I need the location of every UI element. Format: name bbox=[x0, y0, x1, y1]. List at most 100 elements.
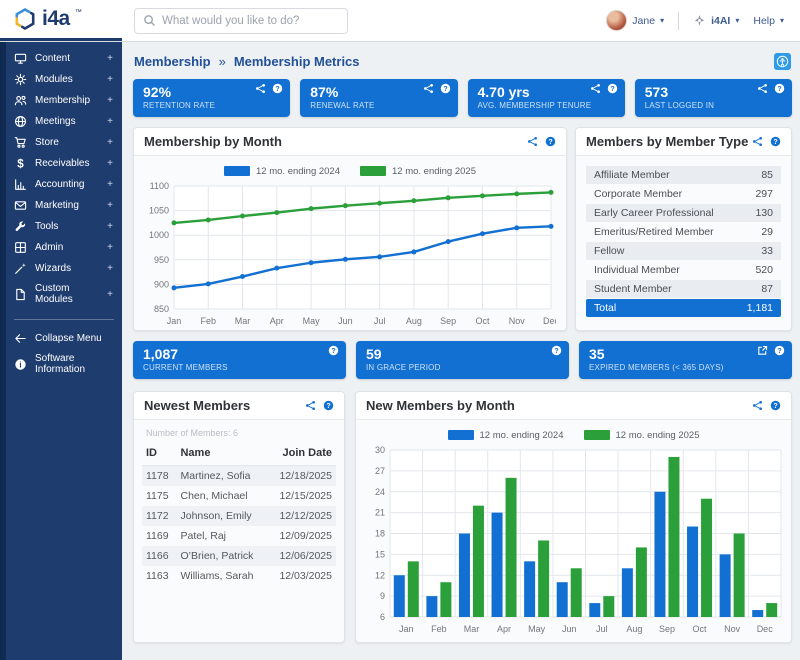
expand-plus-icon[interactable]: + bbox=[107, 263, 113, 274]
kpi-value: 35 bbox=[589, 346, 782, 362]
share-nodes-icon[interactable] bbox=[527, 136, 538, 147]
sidebar-item-receivables[interactable]: $Receivables+ bbox=[6, 153, 122, 174]
member-type-row: Individual Member520 bbox=[586, 261, 781, 279]
sidebar-item-wizards[interactable]: Wizards+ bbox=[6, 258, 122, 279]
chevron-down-icon: ▾ bbox=[735, 16, 739, 25]
share-nodes-icon[interactable] bbox=[305, 400, 316, 411]
share-nodes-icon[interactable] bbox=[757, 83, 768, 94]
sidebar-item-store[interactable]: Store+ bbox=[6, 132, 122, 153]
svg-text:Feb: Feb bbox=[201, 316, 217, 326]
kpi-value: 59 bbox=[366, 346, 559, 362]
header-divider bbox=[678, 12, 679, 30]
help-icon[interactable]: ? bbox=[272, 83, 283, 94]
share-nodes-icon[interactable] bbox=[255, 83, 266, 94]
sidebar-item-label: Modules bbox=[35, 74, 99, 85]
expand-plus-icon[interactable]: + bbox=[107, 95, 113, 106]
svg-text:?: ? bbox=[777, 348, 781, 355]
bar-chart-legend: 12 mo. ending 202412 mo. ending 2025 bbox=[364, 427, 783, 443]
expand-plus-icon[interactable]: + bbox=[107, 137, 113, 148]
help-icon[interactable]: ? bbox=[440, 83, 451, 94]
member-name: Johnson, Emily bbox=[176, 506, 267, 526]
member-type-value: 520 bbox=[755, 264, 773, 276]
expand-plus-icon[interactable]: + bbox=[107, 116, 113, 127]
sidebar-item-label: Tools bbox=[35, 221, 99, 232]
expand-plus-icon[interactable]: + bbox=[107, 200, 113, 211]
help-icon[interactable]: ? bbox=[545, 136, 556, 147]
member-type-value: 33 bbox=[761, 245, 773, 257]
new-members-by-month-card: New Members by Month ? 12 mo. ending 202… bbox=[355, 391, 792, 643]
expand-plus-icon[interactable]: + bbox=[107, 179, 113, 190]
svg-text:Dec: Dec bbox=[543, 316, 556, 326]
share-nodes-icon[interactable] bbox=[752, 400, 763, 411]
search-input[interactable] bbox=[162, 15, 339, 27]
expand-plus-icon[interactable]: + bbox=[107, 158, 113, 169]
share-nodes-icon[interactable] bbox=[752, 136, 763, 147]
expand-plus-icon[interactable]: + bbox=[107, 221, 113, 232]
sidebar-item-marketing[interactable]: Marketing+ bbox=[6, 195, 122, 216]
help-icon[interactable]: ? bbox=[551, 345, 562, 356]
sidebar-item-label: Admin bbox=[35, 242, 99, 253]
expand-plus-icon[interactable]: + bbox=[107, 74, 113, 85]
kpi-label: RETENTION RATE bbox=[143, 101, 280, 110]
member-join-date: 12/12/2025 bbox=[268, 506, 336, 526]
help-icon[interactable]: ? bbox=[323, 400, 334, 411]
help-menu[interactable]: Help ▾ bbox=[753, 15, 784, 27]
svg-text:Oct: Oct bbox=[475, 316, 490, 326]
expand-plus-icon[interactable]: + bbox=[107, 289, 113, 300]
sidebar-item-admin[interactable]: Admin + bbox=[6, 237, 122, 258]
kpi-actions: ? bbox=[255, 83, 283, 94]
users-icon bbox=[14, 94, 27, 107]
kpi-card-retention-rate: ?92%RETENTION RATE bbox=[133, 79, 290, 117]
kpi-card-current-members: ?1,087CURRENT MEMBERS bbox=[133, 341, 346, 379]
breadcrumb-membership[interactable]: Membership bbox=[134, 54, 211, 69]
help-icon[interactable]: ? bbox=[328, 345, 339, 356]
members-by-type-card: Members by Member Type ? Affiliate Membe… bbox=[575, 127, 792, 331]
external-link-icon[interactable] bbox=[757, 345, 768, 356]
card-actions: ? bbox=[305, 400, 334, 411]
sidebar-item-membership[interactable]: Membership+ bbox=[6, 90, 122, 111]
i4ai-menu[interactable]: i4AI ▾ bbox=[693, 14, 739, 27]
help-icon[interactable]: ? bbox=[607, 83, 618, 94]
share-nodes-icon[interactable] bbox=[590, 83, 601, 94]
sidebar-item-modules[interactable]: Modules + bbox=[6, 69, 122, 90]
kpi-label: LAST LOGGED IN bbox=[645, 101, 782, 110]
sidebar-item-collapse-menu[interactable]: Collapse Menu bbox=[6, 328, 122, 349]
user-menu[interactable]: Jane ▾ bbox=[606, 10, 664, 31]
card-actions: ? bbox=[527, 136, 556, 147]
card-title: Members by Member Type bbox=[586, 134, 748, 149]
expand-plus-icon[interactable]: + bbox=[107, 242, 113, 253]
global-search[interactable] bbox=[134, 8, 348, 34]
sidebar-item-software-information[interactable]: iSoftware Information bbox=[6, 349, 122, 379]
table-row: 1178Martinez, Sofia12/18/2025 bbox=[142, 466, 336, 487]
svg-text:?: ? bbox=[554, 348, 558, 355]
kpi-card-expired-members-365-days: ?35EXPIRED MEMBERS (< 365 DAYS) bbox=[579, 341, 792, 379]
accessibility-button[interactable] bbox=[774, 53, 791, 70]
svg-text:Jan: Jan bbox=[399, 624, 414, 634]
sidebar-item-meetings[interactable]: Meetings+ bbox=[6, 111, 122, 132]
chevron-down-icon: ▾ bbox=[780, 16, 784, 25]
help-icon[interactable]: ? bbox=[770, 400, 781, 411]
card-header: Members by Member Type ? bbox=[576, 128, 791, 156]
sidebar-item-content[interactable]: Content+ bbox=[6, 48, 122, 69]
expand-plus-icon[interactable]: + bbox=[107, 53, 113, 64]
membership-line-chart: 850900950100010501100JanFebMarAprMayJunJ… bbox=[142, 181, 556, 331]
member-id: 1163 bbox=[142, 566, 176, 586]
sidebar-item-tools[interactable]: Tools + bbox=[6, 216, 122, 237]
sidebar-item-custom-modules[interactable]: Custom Modules+ bbox=[6, 279, 122, 309]
svg-text:15: 15 bbox=[375, 549, 385, 559]
help-icon[interactable]: ? bbox=[774, 83, 785, 94]
svg-text:Jul: Jul bbox=[374, 316, 386, 326]
total-label: Total bbox=[594, 302, 616, 314]
share-nodes-icon[interactable] bbox=[423, 83, 434, 94]
member-type-total-row: Total1,181 bbox=[586, 299, 781, 317]
help-icon[interactable]: ? bbox=[770, 136, 781, 147]
app-window: i4a™ Jane ▾ i4AI ▾ Help bbox=[0, 0, 800, 660]
sidebar-item-accounting[interactable]: Accounting+ bbox=[6, 174, 122, 195]
svg-text:Jun: Jun bbox=[338, 316, 353, 326]
app-logo[interactable]: i4a™ bbox=[0, 0, 122, 41]
member-type-value: 87 bbox=[761, 283, 773, 295]
breadcrumb-membership-metrics[interactable]: Membership Metrics bbox=[234, 54, 360, 69]
help-icon[interactable]: ? bbox=[774, 345, 785, 356]
svg-text:Nov: Nov bbox=[724, 624, 741, 634]
sidebar-footer: Collapse MenuiSoftware Information bbox=[6, 328, 122, 379]
